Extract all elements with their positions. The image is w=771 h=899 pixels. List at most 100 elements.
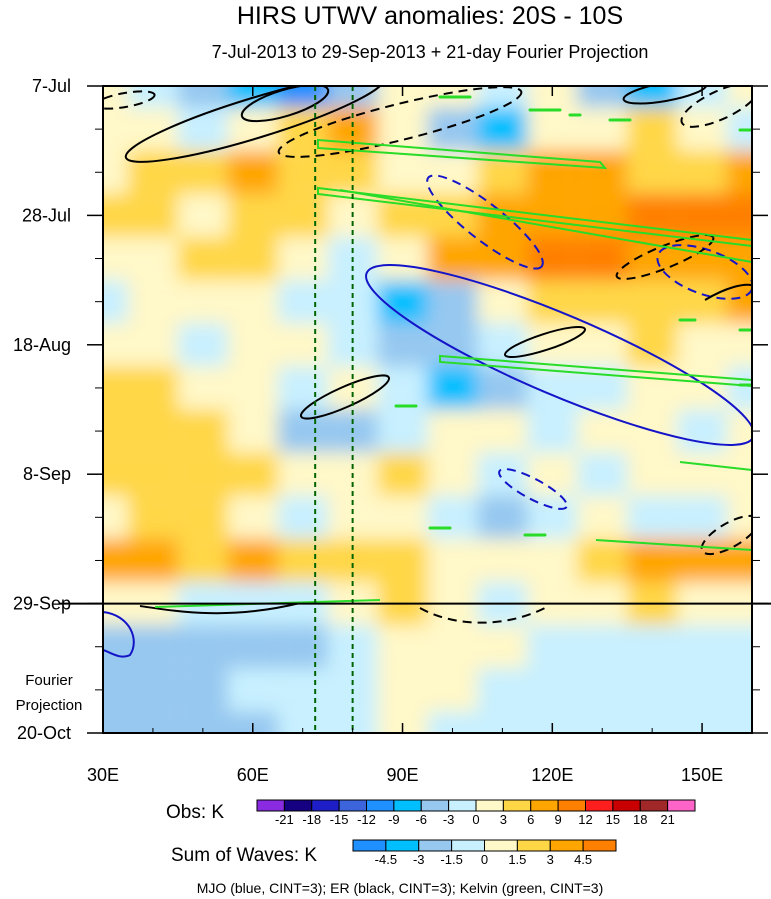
plot-frame (102, 85, 753, 734)
colorbar-tick-label: 4.5 (574, 852, 592, 867)
chart-title: HIRS UTWV anomalies: 20S - 10S (237, 2, 623, 30)
y-tick-label: 20-Oct (17, 723, 71, 743)
projection-label-line-1: Fourier (25, 672, 73, 689)
anomaly-cell (127, 366, 178, 410)
y-tick-label: 7-Jul (32, 76, 71, 96)
anomaly-cell (377, 711, 428, 733)
y-axis: 7-Jul 28-Jul 18-Aug 8-Sep 29-Sep 20-Oct (13, 76, 768, 743)
anomaly-cell (277, 280, 328, 324)
anomaly-cell (377, 86, 428, 108)
anomaly-cell (427, 366, 478, 410)
mjo-projection-contour (103, 611, 135, 658)
colorbar-tick-label: -12 (357, 812, 376, 827)
anomaly-cell (227, 452, 278, 496)
anomaly-cell (677, 193, 728, 237)
colorbar-swatch (256, 799, 285, 812)
anomaly-cell (277, 236, 328, 281)
mjo-positive-contour (365, 264, 752, 446)
colorbar-tick-label: -9 (388, 812, 400, 827)
anomaly-cell (103, 150, 128, 194)
colorbar-swatch (484, 839, 518, 852)
anomaly-cell (677, 625, 728, 669)
anomaly-cell (177, 366, 228, 410)
colorbar-swatch (639, 799, 669, 812)
anomaly-cell (103, 107, 128, 151)
anomaly-cell (527, 625, 578, 669)
er-negative-contour-6 (419, 607, 546, 624)
colorbar-swatch (557, 799, 586, 812)
anomaly-cell (327, 711, 378, 733)
anomaly-cell (727, 711, 752, 733)
y-tick-label: 28-Jul (22, 205, 71, 225)
anomaly-cell (103, 193, 128, 237)
colorbar-swatch (612, 799, 641, 812)
anomaly-cell (377, 409, 428, 453)
anomaly-cell (677, 495, 728, 539)
er-contours (103, 86, 752, 624)
x-tick-label: 150E (681, 765, 723, 785)
anomaly-cell (227, 280, 278, 324)
er-positive-contour-6 (704, 283, 752, 301)
anomaly-cell (477, 150, 528, 194)
kelvin-contour-3 (339, 189, 752, 263)
colorbar-swatch (582, 839, 617, 852)
anomaly-cell (177, 409, 228, 453)
waves-colorbar: -4.5 -3 -1.5 0 1.5 3 4.5 (352, 839, 617, 867)
anomaly-cell (677, 409, 728, 453)
anomaly-cell (577, 452, 628, 496)
anomaly-cell (527, 236, 578, 281)
anomaly-cell (177, 538, 228, 583)
er-negative-contour-4 (615, 234, 715, 280)
colorbar-tick-label: -6 (415, 812, 427, 827)
colorbar-swatch (451, 839, 485, 852)
x-tick-label: 120E (531, 765, 573, 785)
anomaly-cell (277, 668, 328, 712)
anomaly-cell (103, 538, 128, 583)
anomaly-cell (227, 409, 278, 453)
er-positive-contour-2 (240, 86, 330, 123)
colorbar-tick-label: 15 (606, 812, 620, 827)
anomaly-cell (177, 280, 228, 324)
anomaly-cell (677, 452, 728, 496)
anomaly-cell (177, 86, 228, 108)
anomaly-cell (103, 280, 128, 324)
colorbar-tick-label: -18 (302, 812, 321, 827)
anomaly-cell (427, 452, 478, 496)
anomaly-cell (477, 409, 528, 453)
anomaly-cell (277, 452, 328, 496)
anomaly-cell (103, 236, 128, 281)
colorbar-swatch (311, 799, 340, 812)
anomaly-cell (127, 538, 178, 583)
anomaly-cell (677, 323, 728, 367)
anomaly-cell (103, 323, 128, 367)
anomaly-cell (477, 711, 528, 733)
anomaly-cell (377, 236, 428, 281)
colorbar-tick-label: 12 (578, 812, 592, 827)
anomaly-cell (177, 495, 228, 539)
anomaly-cell (627, 280, 678, 324)
chart-subtitle: 7-Jul-2013 to 29-Sep-2013 + 21-day Fouri… (212, 42, 649, 62)
anomaly-cell (227, 150, 278, 194)
anomaly-cell (577, 280, 628, 324)
colorbar-tick-label: 0 (481, 852, 488, 867)
waves-colorbar-label: Sum of Waves: K (171, 845, 317, 866)
anomaly-cell (277, 86, 328, 108)
anomaly-cell (103, 409, 128, 453)
colorbar-swatch (530, 799, 559, 812)
kelvin-contour-5 (595, 539, 752, 551)
anomaly-cell (577, 107, 628, 151)
anomaly-cell (727, 409, 752, 453)
anomaly-cell (227, 366, 278, 410)
anomaly-cell (103, 452, 128, 496)
anomaly-cell (727, 495, 752, 539)
anomaly-cell (277, 193, 328, 237)
anomaly-cell (377, 323, 428, 367)
anomaly-cell (427, 625, 478, 669)
anomaly-cell (103, 366, 128, 410)
anomaly-cell (127, 323, 178, 367)
anomaly-cell (127, 236, 178, 281)
anomaly-cell (477, 495, 528, 539)
colorbar-tick-label: -4.5 (375, 852, 397, 867)
anomaly-cell (627, 107, 678, 151)
